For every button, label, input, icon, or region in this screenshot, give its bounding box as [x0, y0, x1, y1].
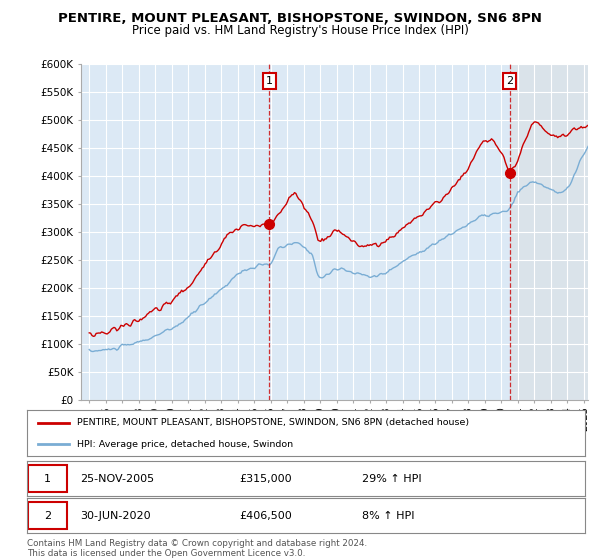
Text: Price paid vs. HM Land Registry's House Price Index (HPI): Price paid vs. HM Land Registry's House …: [131, 24, 469, 36]
Text: £315,000: £315,000: [239, 474, 292, 484]
Text: £406,500: £406,500: [239, 511, 292, 521]
Text: HPI: Average price, detached house, Swindon: HPI: Average price, detached house, Swin…: [77, 440, 293, 449]
Text: 29% ↑ HPI: 29% ↑ HPI: [362, 474, 421, 484]
FancyBboxPatch shape: [28, 502, 67, 529]
Text: Contains HM Land Registry data © Crown copyright and database right 2024.
This d: Contains HM Land Registry data © Crown c…: [27, 539, 367, 558]
Text: 1: 1: [44, 474, 51, 484]
Text: 30-JUN-2020: 30-JUN-2020: [80, 511, 151, 521]
Text: 25-NOV-2005: 25-NOV-2005: [80, 474, 154, 484]
Text: 2: 2: [506, 76, 513, 86]
Text: 8% ↑ HPI: 8% ↑ HPI: [362, 511, 415, 521]
Text: 1: 1: [266, 76, 273, 86]
Text: PENTIRE, MOUNT PLEASANT, BISHOPSTONE, SWINDON, SN6 8PN (detached house): PENTIRE, MOUNT PLEASANT, BISHOPSTONE, SW…: [77, 418, 469, 427]
Bar: [509, 64, 588, 400]
FancyBboxPatch shape: [28, 465, 67, 492]
Text: PENTIRE, MOUNT PLEASANT, BISHOPSTONE, SWINDON, SN6 8PN: PENTIRE, MOUNT PLEASANT, BISHOPSTONE, SW…: [58, 12, 542, 25]
Text: 2: 2: [44, 511, 51, 521]
